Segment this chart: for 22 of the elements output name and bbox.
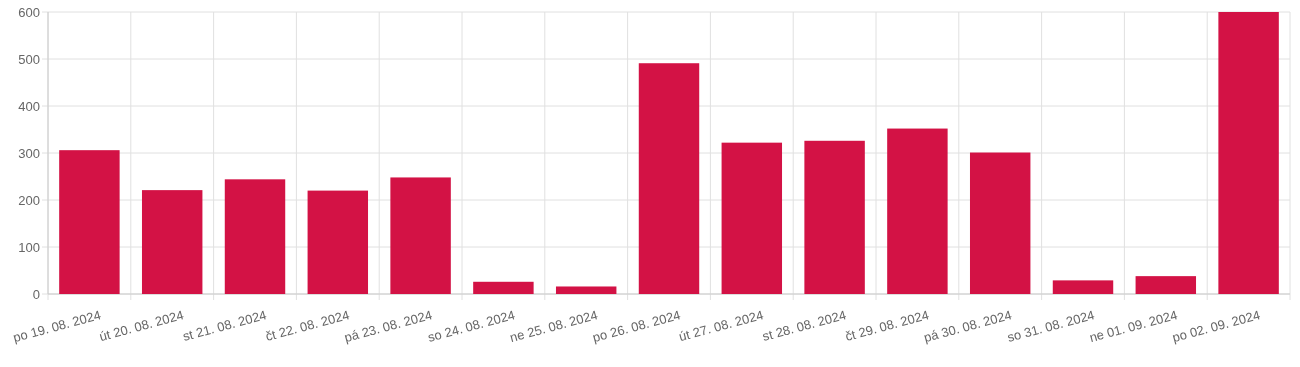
y-tick-label: 400 [18,98,40,114]
y-tick-label: 300 [18,145,40,161]
bar [969,152,1031,294]
y-tick-label: 100 [18,239,40,255]
bar [887,128,948,294]
y-tick-label: 0 [32,286,40,302]
y-tick-label: 200 [18,192,40,208]
bar [1052,280,1114,294]
bar [224,179,286,294]
bar [1218,12,1279,294]
bar [59,150,120,294]
bar [473,281,534,294]
bar [390,177,451,294]
bar [804,140,865,294]
bar [141,190,203,294]
bar [638,63,700,294]
y-tick-label: 500 [18,51,40,67]
bar [307,190,369,294]
bar [555,286,617,294]
bar [1135,276,1197,294]
bar [721,142,783,294]
y-tick-label: 600 [18,4,40,20]
